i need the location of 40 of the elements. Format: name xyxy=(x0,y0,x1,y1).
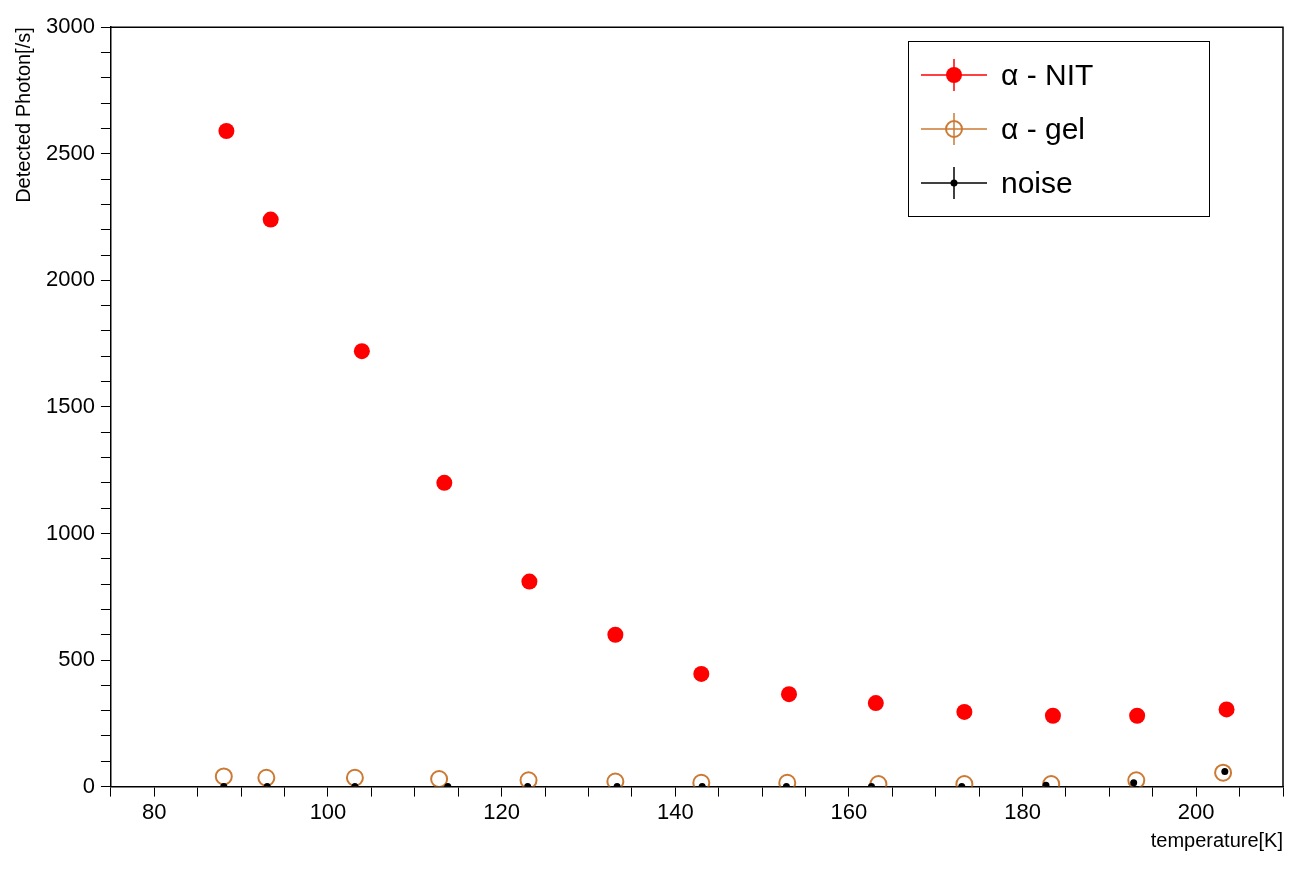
y-tick-label: 2000 xyxy=(45,266,95,292)
point xyxy=(781,686,797,703)
y-tick-label: 1000 xyxy=(45,519,95,545)
x-tick-label: 140 xyxy=(656,798,694,824)
point xyxy=(1214,763,1233,782)
point xyxy=(1218,701,1235,718)
point xyxy=(430,770,449,787)
point xyxy=(345,768,364,787)
point xyxy=(521,573,538,590)
y-tick-label: 2500 xyxy=(45,139,95,165)
point xyxy=(1044,707,1061,724)
y-axis-title: Detected Photon[/s] xyxy=(11,27,34,203)
x-tick-label: 80 xyxy=(142,798,167,824)
point xyxy=(606,772,625,787)
y-tick-label: 0 xyxy=(82,772,95,798)
y-tick-label: 1500 xyxy=(45,392,95,418)
point xyxy=(956,703,973,720)
point xyxy=(867,695,884,712)
point xyxy=(262,211,279,228)
point xyxy=(1127,771,1146,787)
x-tick-label: 160 xyxy=(830,798,868,824)
point xyxy=(257,768,276,787)
legend-label: noise xyxy=(1001,166,1073,201)
y-tick-label: 500 xyxy=(58,646,95,672)
point xyxy=(218,122,235,139)
x-tick-label: 200 xyxy=(1177,798,1215,824)
legend-label: α - gel xyxy=(1001,112,1086,147)
x-tick-label: 180 xyxy=(1004,798,1041,824)
point xyxy=(214,767,233,786)
point xyxy=(607,626,624,643)
point xyxy=(519,771,538,787)
x-tick-label: 100 xyxy=(309,798,347,824)
point xyxy=(436,474,453,491)
point xyxy=(693,665,710,682)
x-tick-label: 120 xyxy=(483,798,520,824)
x-axis-title: temperature[K] xyxy=(1150,828,1283,851)
legend-label: α - NIT xyxy=(1001,58,1094,93)
point xyxy=(353,343,370,360)
y-tick-label: 3000 xyxy=(45,13,95,39)
point xyxy=(1129,707,1146,724)
